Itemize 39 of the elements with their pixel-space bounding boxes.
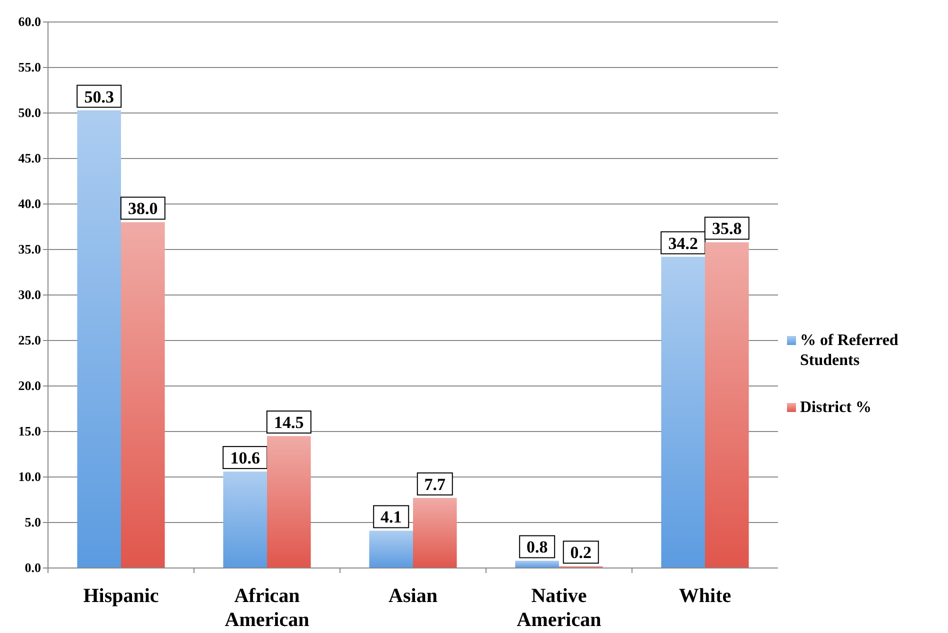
legend-label: District % [800,399,872,416]
bar [267,436,311,568]
y-tick-label: 40.0 [18,196,41,211]
y-tick-label: 25.0 [18,332,41,348]
y-tick-label: 20.0 [18,378,41,393]
y-tick-label: 10.0 [18,469,41,484]
data-label: 4.1 [380,508,402,527]
bar [369,530,413,568]
x-tick-label: Native American [516,585,602,631]
y-tick-label: 60.0 [18,14,41,29]
data-label: 0.2 [570,543,592,562]
y-tick-label: 45.0 [18,150,41,166]
data-label: 10.6 [230,448,260,468]
y-tick-label: 30.0 [18,287,41,302]
bar [413,498,457,568]
bar [223,472,267,568]
y-tick-label: 50.0 [18,105,41,120]
data-label: 0.8 [526,538,548,557]
y-tick-label: 55.0 [18,60,41,74]
data-label: 14.5 [274,413,304,432]
bar [705,242,749,568]
bar [661,256,705,568]
y-tick-label: 0.0 [24,560,41,575]
x-tick-label: White [678,585,732,607]
data-label: 34.2 [668,234,698,253]
bar [515,560,559,568]
data-label: 38.0 [128,199,158,218]
legend-label: % of Referred Students [800,332,898,369]
data-label: 50.3 [84,87,114,106]
y-tick-label: 5.0 [24,514,41,530]
data-label: 7.7 [424,474,446,494]
data-label: 35.8 [712,219,742,238]
x-tick-label: African American [224,585,310,631]
x-tick-label: Hispanic [83,585,159,607]
y-tick-label: 35.0 [18,242,41,256]
bar [121,222,165,568]
y-tick-label: 15.0 [18,424,41,438]
bar [77,110,121,568]
x-tick-label: Asian [388,585,438,607]
